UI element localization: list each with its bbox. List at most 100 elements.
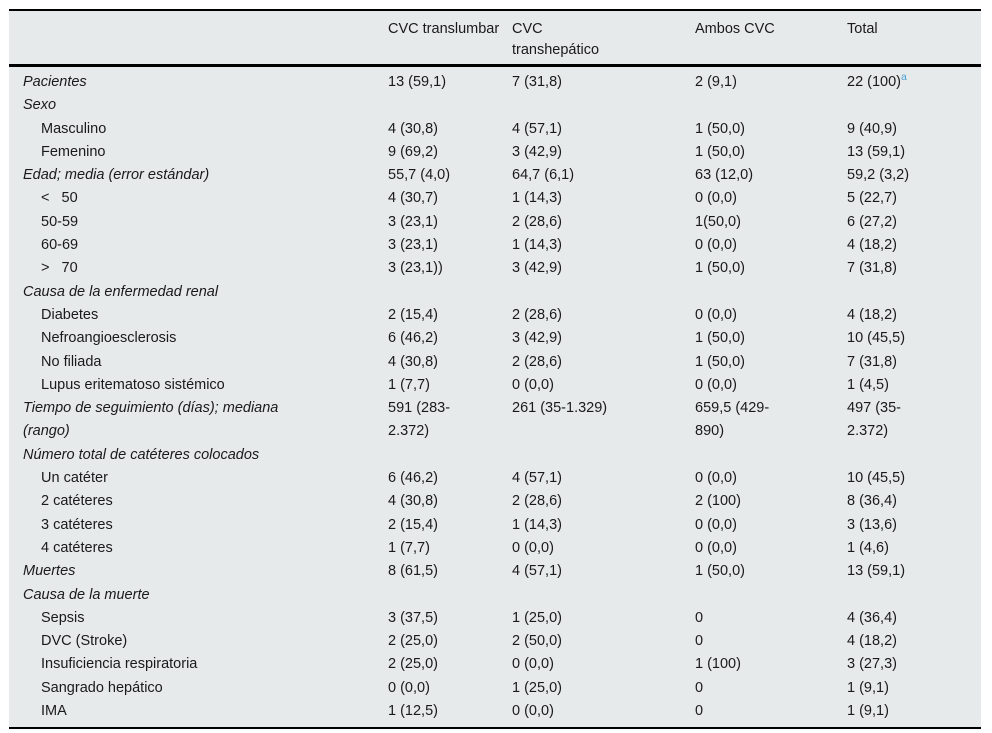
cell-value [695, 584, 847, 607]
cell-value: 3 (23,1)) [388, 260, 443, 277]
cell-value: 3 (42,9) [512, 330, 562, 347]
table-row: DVC (Stroke) 2 (25,0) 2 (50,0) 0 4 (18,2) [9, 630, 981, 653]
row-label: Nefroangioesclerosis [41, 330, 177, 347]
cell-value: 7 (31,8) [847, 260, 897, 277]
cell-value: 1 (50,0) [695, 120, 745, 137]
cell-value [512, 94, 695, 117]
row-label: Femenino [41, 143, 106, 160]
cell-value: 1 (50,0) [695, 330, 745, 347]
cell-value [512, 584, 695, 607]
table-row: Sepsis 3 (37,5) 1 (25,0) 0 4 (36,4) [9, 607, 981, 630]
cell-value [388, 94, 512, 117]
row-label: Masculino [41, 120, 107, 137]
cell-value: 4 (57,1) [512, 120, 562, 137]
cell-value: 0 (0,0) [695, 516, 737, 533]
cell-value: 0 (0,0) [512, 703, 554, 720]
table-body: Pacientes 13 (59,1) 7 (31,8) 2 (9,1) 22 (100… [9, 66, 981, 729]
cell-value: 13 (59,1) [847, 563, 906, 580]
cell-value [388, 444, 512, 467]
cell-value: 659,5 (429- 890) [695, 400, 770, 440]
table-row: Muertes 8 (61,5) 4 (57,1) 1 (50,0) 13 (59,1) [9, 560, 981, 583]
cell-value: 0 (0,0) [695, 470, 737, 487]
table-row: Femenino 9 (69,2) 3 (42,9) 1 (50,0) 13 (59,1… [9, 141, 981, 164]
row-label: Causa de la enfermedad renal [23, 283, 219, 300]
row-label: 3 catéteres [41, 516, 113, 533]
cell-value: 497 (35- 2.372) [847, 400, 902, 440]
cell-value: 1 (4,5) [847, 376, 889, 393]
cell-value: 2 (15,4) [388, 516, 438, 533]
cell-value [847, 281, 981, 304]
cell-value: 2 (28,6) [512, 493, 562, 510]
cell-value: 1 (14,3) [512, 190, 562, 207]
table-row: 4 catéteres 1 (7,7) 0 (0,0) 0 (0,0) 1 (4,6) [9, 537, 981, 560]
cell-value: 0 (0,0) [388, 679, 430, 696]
row-label: Diabetes [41, 306, 99, 323]
row-label: IMA [41, 703, 67, 720]
cell-value: 1 (9,1) [847, 679, 889, 696]
row-label: 50-59 [41, 213, 79, 230]
cell-value: 3 (27,3) [847, 656, 897, 673]
cell-value: 10 (45,5) [847, 330, 906, 347]
table-row: Lupus eritematoso sistémico 1 (7,7) 0 (0,0… [9, 374, 981, 397]
row-label: Sangrado hepático [41, 679, 163, 696]
cell-value: 13 (59,1) [847, 143, 906, 160]
cell-value [388, 281, 512, 304]
row-label: No filiada [41, 353, 102, 370]
cell-value: 4 (57,1) [512, 470, 562, 487]
table-row: Causa de la enfermedad renal [9, 281, 981, 304]
row-label: 2 catéteres [41, 493, 113, 510]
cell-value: 3 (42,9) [512, 260, 562, 277]
cell-value: 3 (23,1) [388, 213, 438, 230]
cell-value: 1 (14,3) [512, 237, 562, 254]
cell-value: 9 (69,2) [388, 143, 438, 160]
col-header-empty [9, 10, 388, 67]
cell-value: 0 [695, 633, 704, 650]
cell-value: 1 (7,7) [388, 376, 430, 393]
table-row: > 70 3 (23,1)) 3 (42,9) 1 (50,0) 7 (31,8) [9, 257, 981, 280]
cell-value [695, 444, 847, 467]
cell-value: 1 (7,7) [388, 539, 430, 556]
cell-value: 59,2 (3,2) [847, 167, 910, 184]
cell-value: 3 (37,5) [388, 609, 438, 626]
col-header-total: Total [847, 10, 981, 67]
footnote-marker: a [901, 71, 907, 84]
cell-value: 4 (18,2) [847, 633, 897, 650]
cell-value: 4 (30,8) [388, 120, 438, 137]
table-row: 50-59 3 (23,1) 2 (28,6) 1(50,0) 6 (27,2) [9, 211, 981, 234]
cell-value: 0 (0,0) [695, 190, 737, 207]
cell-value: 6 (46,2) [388, 470, 438, 487]
row-label: Lupus eritematoso sistémico [41, 376, 225, 393]
cell-value: 6 (46,2) [388, 330, 438, 347]
cell-value: 1 (12,5) [388, 703, 438, 720]
cell-value: 7 (31,8) [847, 353, 897, 370]
cell-value [388, 584, 512, 607]
table-row: Diabetes 2 (15,4) 2 (28,6) 0 (0,0) 4 (18,2) [9, 304, 981, 327]
cell-value: 3 (23,1) [388, 237, 438, 254]
cell-value: 2 (28,6) [512, 306, 562, 323]
cell-value: 5 (22,7) [847, 190, 897, 207]
cell-value: 63 (12,0) [695, 167, 754, 184]
cell-value: 4 (36,4) [847, 609, 897, 626]
table-row: Nefroangioesclerosis 6 (46,2) 3 (42,9) 1 (5… [9, 327, 981, 350]
cell-value: 1 (9,1) [847, 703, 889, 720]
cell-value: 4 (30,7) [388, 190, 438, 207]
cell-value: 10 (45,5) [847, 470, 906, 487]
cell-value: 22 (100)a [847, 66, 981, 95]
table-row: Insuficiencia respiratoria 2 (25,0) 0 (0,0… [9, 653, 981, 676]
col-header-ambos-cvc: Ambos CVC [695, 10, 847, 67]
patients-cvc-table: CVC translumbar CVC transhepático Ambos … [9, 9, 981, 730]
cell-value [847, 584, 981, 607]
table-row: Masculino 4 (30,8) 4 (57,1) 1 (50,0) 9 (40,9… [9, 118, 981, 141]
cell-value: 1 (25,0) [512, 609, 562, 626]
row-label: 60-69 [41, 237, 79, 254]
table-row: Causa de la muerte [9, 584, 981, 607]
cell-value [512, 281, 695, 304]
row-label: 4 catéteres [41, 539, 113, 556]
cell-value: 9 (40,9) [847, 120, 897, 137]
cell-value: 13 (59,1) [388, 74, 447, 90]
cell-value: 4 (57,1) [512, 563, 562, 580]
cell-value: 8 (61,5) [388, 563, 438, 580]
row-label: DVC (Stroke) [41, 633, 128, 650]
table-row: Pacientes 13 (59,1) 7 (31,8) 2 (9,1) 22 (100… [9, 66, 981, 95]
